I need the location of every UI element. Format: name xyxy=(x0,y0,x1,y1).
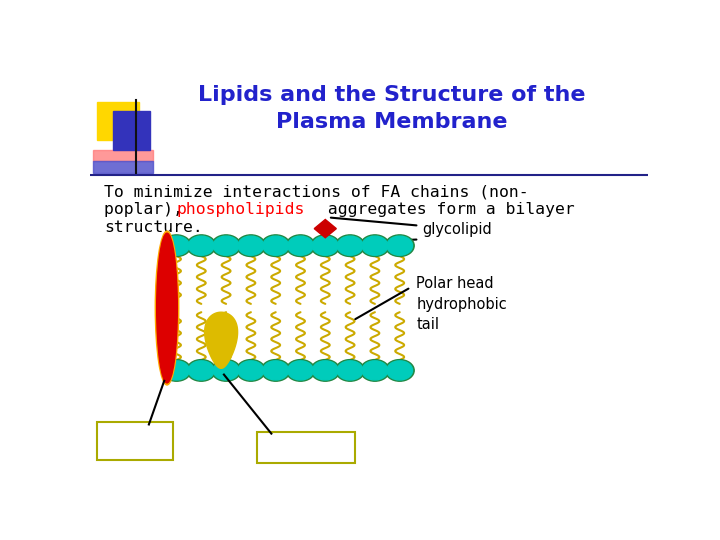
Circle shape xyxy=(312,361,338,380)
Text: Integral
protein: Integral protein xyxy=(107,424,163,458)
Circle shape xyxy=(238,236,264,255)
Ellipse shape xyxy=(156,231,179,385)
FancyBboxPatch shape xyxy=(97,422,173,460)
Text: cholesterol: cholesterol xyxy=(266,440,346,455)
Circle shape xyxy=(286,360,315,381)
Text: Polar head: Polar head xyxy=(416,275,494,291)
Circle shape xyxy=(385,360,414,381)
Circle shape xyxy=(387,361,413,380)
Circle shape xyxy=(362,236,388,255)
Circle shape xyxy=(212,235,240,256)
Polygon shape xyxy=(204,312,238,368)
Circle shape xyxy=(162,235,191,256)
Text: structure.: structure. xyxy=(104,220,203,235)
Text: hydrophobic
tail: hydrophobic tail xyxy=(416,297,507,332)
Circle shape xyxy=(362,361,388,380)
Circle shape xyxy=(189,236,214,255)
FancyBboxPatch shape xyxy=(96,102,138,140)
Circle shape xyxy=(213,236,239,255)
Circle shape xyxy=(213,361,239,380)
Circle shape xyxy=(337,236,363,255)
Circle shape xyxy=(336,360,364,381)
Circle shape xyxy=(163,361,189,380)
Circle shape xyxy=(186,235,216,256)
Circle shape xyxy=(261,360,290,381)
Circle shape xyxy=(163,236,189,255)
Circle shape xyxy=(286,235,315,256)
Circle shape xyxy=(288,361,313,380)
Circle shape xyxy=(288,236,313,255)
Circle shape xyxy=(361,360,390,381)
Circle shape xyxy=(387,236,413,255)
Circle shape xyxy=(311,235,340,256)
FancyBboxPatch shape xyxy=(114,111,150,150)
Circle shape xyxy=(361,235,390,256)
Circle shape xyxy=(238,361,264,380)
FancyBboxPatch shape xyxy=(258,431,355,463)
Circle shape xyxy=(263,236,289,255)
Polygon shape xyxy=(314,219,336,238)
Circle shape xyxy=(311,360,340,381)
Text: glycolipid: glycolipid xyxy=(331,218,492,237)
Circle shape xyxy=(337,361,363,380)
Circle shape xyxy=(385,235,414,256)
Circle shape xyxy=(261,235,290,256)
FancyBboxPatch shape xyxy=(93,150,153,161)
Text: poplar),: poplar), xyxy=(104,202,203,217)
Text: Lipids and the Structure of the
Plasma Membrane: Lipids and the Structure of the Plasma M… xyxy=(197,85,585,132)
Text: aggregates form a bilayer: aggregates form a bilayer xyxy=(318,202,575,217)
Circle shape xyxy=(236,235,266,256)
Circle shape xyxy=(263,361,289,380)
Ellipse shape xyxy=(157,233,177,383)
Circle shape xyxy=(186,360,216,381)
Circle shape xyxy=(189,361,214,380)
Circle shape xyxy=(336,235,364,256)
Circle shape xyxy=(162,360,191,381)
FancyBboxPatch shape xyxy=(93,161,153,173)
Text: To minimize interactions of FA chains (non-: To minimize interactions of FA chains (n… xyxy=(104,184,528,199)
Circle shape xyxy=(212,360,240,381)
Circle shape xyxy=(312,236,338,255)
Text: phospholipids: phospholipids xyxy=(176,202,305,217)
Circle shape xyxy=(236,360,266,381)
